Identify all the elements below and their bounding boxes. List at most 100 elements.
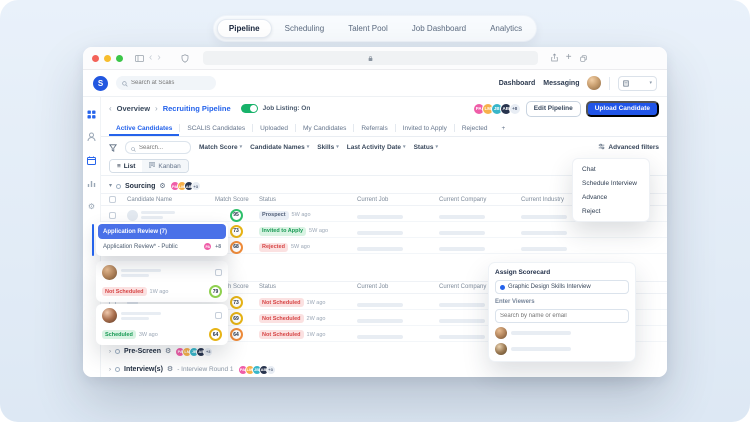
avatar-overflow[interactable]: +3 — [203, 346, 214, 357]
column-header[interactable]: Status — [259, 196, 277, 203]
column-header[interactable]: Current Company — [439, 284, 487, 291]
page-toolbar: ‹ Overview › Recruiting Pipeline Job Lis… — [101, 97, 667, 121]
viewer-row[interactable] — [495, 327, 629, 339]
sidebar-toggle-icon[interactable] — [134, 53, 144, 63]
user-avatar[interactable] — [587, 76, 602, 90]
viewers-search-input[interactable] — [500, 313, 624, 319]
card-checkbox[interactable] — [215, 312, 222, 319]
sidebar-item-analytics[interactable] — [87, 178, 97, 188]
global-search-input[interactable] — [131, 80, 210, 86]
select-all-checkbox[interactable] — [109, 196, 116, 204]
nav-dashboard[interactable]: Dashboard — [498, 79, 536, 87]
stage-option[interactable]: Application Review* - Public PA +8 — [103, 242, 221, 251]
group-header-sourcing[interactable]: ▾ Sourcing ⚙ PA LM AB +3 — [101, 179, 667, 194]
close-window-button[interactable] — [92, 54, 99, 62]
breadcrumb-overview[interactable]: Overview — [116, 104, 151, 114]
gear-icon[interactable]: ⚙ — [159, 182, 166, 190]
scorecard-interview-select[interactable]: Graphic Design Skills Interview — [495, 280, 629, 294]
minimize-window-button[interactable] — [104, 54, 111, 62]
privacy-shield-icon[interactable] — [180, 53, 190, 63]
back-button[interactable]: ‹ — [149, 52, 153, 63]
upload-candidate-button[interactable]: Upload Candidate — [585, 100, 659, 117]
tab-active-candidates[interactable]: Active Candidates — [109, 121, 179, 137]
candidate-card[interactable]: Scheduled 3W ago 64 — [96, 304, 228, 345]
menu-item-chat[interactable]: Chat — [582, 165, 596, 173]
sidebar-item-dashboard[interactable] — [87, 109, 97, 119]
candidate-card[interactable]: Not Scheduled 1W ago 79 — [96, 261, 228, 302]
menu-item-reject[interactable]: Reject — [582, 207, 601, 215]
viewers-search[interactable] — [495, 309, 629, 323]
sidebar-item-candidates[interactable] — [87, 132, 97, 142]
filter-search[interactable] — [125, 141, 191, 155]
column-header[interactable]: Current Company — [439, 196, 487, 203]
status-badge: Not Scheduled — [259, 330, 304, 340]
tab-overview-icon[interactable] — [579, 49, 587, 67]
stage-option-active[interactable]: Application Review (7) — [98, 224, 226, 239]
table-row[interactable]: 95 Prospect 5W ago — [101, 206, 667, 223]
candidate-tabs: Active Candidates SCALIS Candidates Uplo… — [101, 121, 667, 138]
sidebar-item-calendar[interactable] — [87, 155, 97, 165]
chevron-right-icon[interactable]: › — [109, 366, 111, 373]
column-header[interactable]: Current Job — [357, 284, 389, 291]
filter-last-activity[interactable]: Last Activity Date ▾ — [346, 144, 406, 152]
tab-scalis-candidates[interactable]: SCALIS Candidates — [187, 124, 246, 132]
viewer-row[interactable] — [495, 343, 629, 355]
zoom-window-button[interactable] — [116, 54, 123, 62]
collapse-chevron-icon[interactable]: ‹ — [109, 103, 112, 113]
gear-icon[interactable]: ⚙ — [166, 366, 174, 374]
global-search[interactable] — [116, 76, 216, 90]
chevron-down-icon[interactable]: ▾ — [109, 183, 113, 189]
share-icon[interactable] — [551, 49, 558, 67]
tab-job-dashboard[interactable]: Job Dashboard — [411, 24, 467, 33]
tab-my-candidates[interactable]: My Candidates — [303, 124, 347, 132]
card-checkbox[interactable] — [215, 269, 222, 276]
column-header[interactable]: Status — [259, 284, 277, 291]
breadcrumb-current[interactable]: Recruiting Pipeline — [162, 104, 231, 114]
row-checkbox[interactable] — [109, 211, 116, 219]
avatar-overflow[interactable]: +8 — [508, 102, 521, 115]
address-bar[interactable] — [202, 51, 538, 65]
filter-skills[interactable]: Skills ▾ — [317, 144, 339, 152]
edit-pipeline-button[interactable]: Edit Pipeline — [525, 100, 581, 117]
job-listing-toggle[interactable] — [240, 104, 258, 114]
column-header[interactable]: Current Job — [357, 196, 389, 203]
group-header-prescreen[interactable]: › Pre-Screen ⚙ PA LM JB AB +3 — [101, 345, 667, 360]
filter-candidate-names[interactable]: Candidate Names ▾ — [250, 144, 310, 152]
menu-item-advance[interactable]: Advance — [582, 193, 608, 201]
column-header[interactable]: Current Industry — [521, 196, 565, 203]
assign-scorecard-panel: Assign Scorecard Graphic Design Skills I… — [488, 262, 636, 362]
view-kanban-button[interactable]: Kanban — [142, 160, 188, 173]
forward-button[interactable]: › — [157, 52, 161, 63]
tab-invited-to-apply[interactable]: Invited to Apply — [402, 124, 447, 132]
advanced-filters-button[interactable]: Advanced filters — [598, 143, 659, 152]
filter-search-input[interactable] — [139, 144, 185, 151]
tab-uploaded[interactable]: Uploaded — [260, 124, 288, 132]
add-tab-button[interactable]: + — [501, 124, 506, 132]
menu-item-schedule-interview[interactable]: Schedule Interview — [582, 179, 637, 187]
nav-messaging[interactable]: Messaging — [543, 79, 580, 87]
avatar-overflow[interactable]: +3 — [265, 364, 276, 375]
sidebar-item-settings[interactable]: ⚙ — [87, 201, 96, 211]
tab-pipeline[interactable]: Pipeline — [216, 19, 272, 38]
tab-referrals[interactable]: Referrals — [361, 124, 388, 132]
tab-rejected[interactable]: Rejected — [461, 124, 488, 132]
filter-status[interactable]: Status ▾ — [413, 144, 438, 152]
breadcrumb-separator-icon: › — [155, 103, 158, 113]
column-header[interactable]: Match Score — [215, 196, 249, 203]
view-list-button[interactable]: ≡ List — [110, 160, 143, 173]
group-header-interviews[interactable]: › Interview(s) ⚙ - Interview Round 1 PA … — [101, 362, 667, 377]
gear-icon[interactable]: ⚙ — [164, 348, 172, 356]
new-tab-button[interactable]: + — [565, 52, 572, 63]
avatar-overflow[interactable]: +3 — [190, 181, 201, 191]
column-header[interactable]: Match Score — [215, 284, 249, 291]
chevron-right-icon[interactable]: › — [109, 348, 111, 355]
column-header[interactable]: Candidate Name — [127, 196, 173, 203]
tab-scheduling[interactable]: Scheduling — [284, 24, 325, 33]
tab-talent-pool[interactable]: Talent Pool — [348, 24, 388, 33]
filter-match-score[interactable]: Match Score ▾ — [199, 144, 243, 152]
filter-funnel-icon[interactable] — [109, 139, 117, 157]
group-title: Sourcing — [125, 182, 156, 190]
tab-analytics[interactable]: Analytics — [490, 24, 523, 33]
filter-bar: Match Score▾ Candidate Names▾ Skills▾ La… — [101, 137, 667, 158]
org-selector[interactable]: ▾ — [618, 75, 657, 91]
